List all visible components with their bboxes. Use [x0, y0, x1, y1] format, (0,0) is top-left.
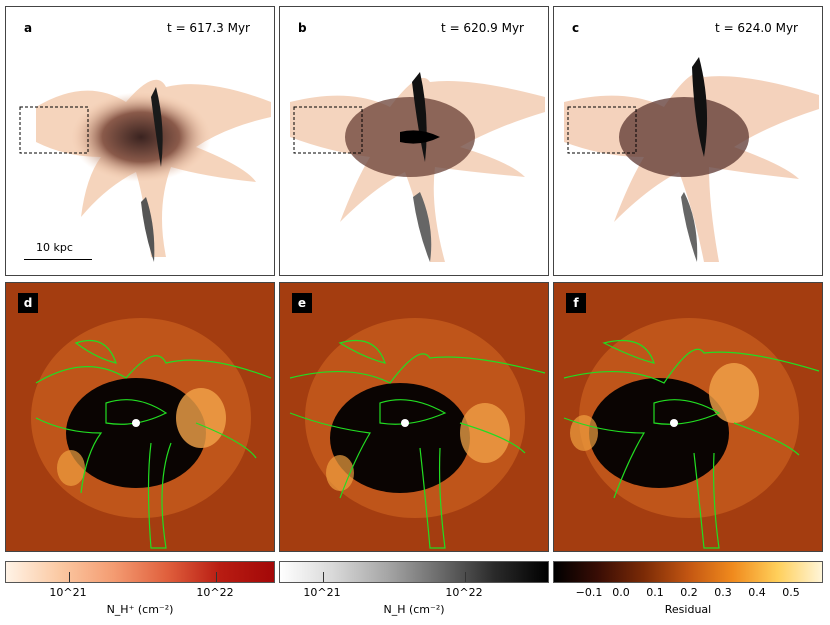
tick-label: 0.2: [680, 586, 698, 599]
tick-label: 0.4: [748, 586, 766, 599]
panel-letter: e: [292, 293, 312, 313]
scale-bar-label: 10 kpc: [36, 241, 73, 254]
panel-a: a t = 617.3 Myr 10 kpc: [5, 6, 275, 276]
tick-label: 0.3: [714, 586, 732, 599]
colorbar-nh-plus: [5, 561, 275, 583]
tick-label: 10^22: [196, 586, 234, 599]
tick-label: −0.1: [575, 586, 603, 599]
colorbar-tick: [69, 572, 70, 582]
panel-letter: a: [24, 21, 33, 35]
tick-label: 0.5: [782, 586, 800, 599]
colorbar-tick: [216, 572, 217, 582]
panel-b: b t = 620.9 Myr: [279, 6, 549, 276]
gas-map-b: [290, 72, 545, 262]
colorbar-label-residual: Residual: [664, 603, 712, 616]
residual-map-f: [554, 283, 822, 551]
scale-bar: [24, 259, 92, 260]
colorbar-label-nh: N_H (cm⁻²): [383, 603, 445, 616]
colorbar-label-nh-plus: N_H⁺ (cm⁻²): [106, 603, 174, 616]
residual-map-e: [280, 283, 548, 551]
tick-label: 0.0: [612, 586, 630, 599]
panel-d: d: [5, 282, 275, 552]
colorbar-tick: [323, 572, 324, 582]
time-label: t = 620.9 Myr: [441, 21, 524, 35]
tick-label: 10^22: [445, 586, 483, 599]
panel-letter: d: [18, 293, 38, 313]
colorbar-tick: [465, 572, 466, 582]
gas-map-a: [19, 79, 271, 262]
residual-map-d: [6, 283, 274, 551]
panel-letter: f: [566, 293, 586, 313]
panel-letter: b: [298, 21, 307, 35]
panel-letter: c: [572, 21, 580, 35]
colorbar-nh: [279, 561, 549, 583]
panel-c: c t = 624.0 Myr: [553, 6, 823, 276]
panel-f: f: [553, 282, 823, 552]
tick-label: 10^21: [303, 586, 341, 599]
tick-label: 0.1: [646, 586, 664, 599]
time-label: t = 624.0 Myr: [715, 21, 798, 35]
colorbar-residual: [553, 561, 823, 583]
time-label: t = 617.3 Myr: [167, 21, 250, 35]
gas-map-c: [564, 57, 819, 262]
panel-e: e: [279, 282, 549, 552]
tick-label: 10^21: [49, 586, 87, 599]
